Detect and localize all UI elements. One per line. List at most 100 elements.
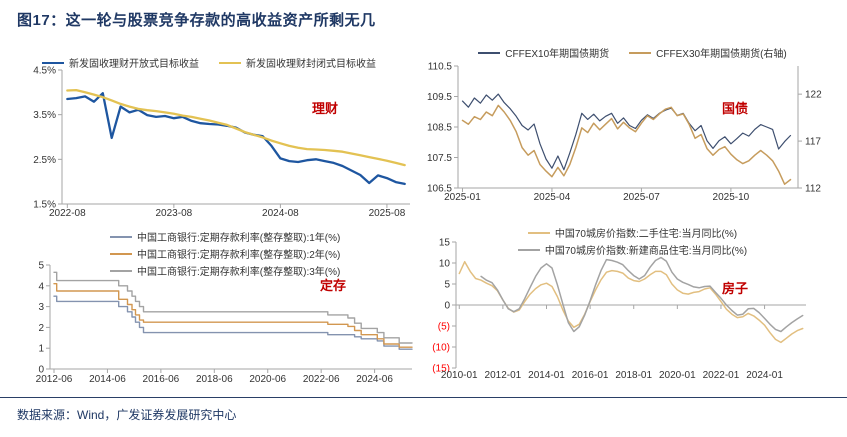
chart-plot: 106.5 107.5 108.5 109.5 110.5 112 117 122 2025-0… — [427, 62, 822, 204]
tick-label: (5) — [438, 322, 450, 333]
tick-label: 5 — [444, 280, 450, 291]
legend-line-swatch — [110, 252, 132, 255]
tick-label: 2025-04 — [534, 192, 571, 203]
tick-label: 15 — [439, 238, 451, 249]
legend-label: CFFEX10年期国债期货 — [505, 49, 610, 60]
figure-title: 图17：这一轮与股票竞争存款的高收益资产所剩无几 — [17, 12, 376, 29]
legend-line-swatch — [517, 248, 540, 251]
tick-label: 2016-06 — [143, 374, 180, 385]
legend-line-swatch — [629, 51, 652, 54]
tick-label: 2018-06 — [196, 374, 233, 385]
tick-label: 2025-01 — [444, 192, 481, 203]
category-tag: 国债 — [722, 101, 749, 116]
series-deposit-2y — [53, 283, 413, 348]
tick-label: 112 — [805, 184, 821, 195]
chart-wealth-management-yield: 新发固收理财开放式目标收益 新发固收理财封闭式目标收益理财 1.5% 2.5% 3.5%… — [0, 42, 418, 222]
legend-label: 新发固收理财开放式目标收益 — [69, 59, 199, 70]
charts-grid: 新发固收理财开放式目标收益 新发固收理财封闭式目标收益理财 1.5% 2.5% 3.5%… — [0, 42, 847, 390]
tick-label: 110.5 — [428, 62, 453, 73]
chart-plot: 0 1 2 3 4 5 2012-06 2014-06 2016-06 2018-06 2020-0… — [36, 261, 413, 385]
series-closed-end-yield — [66, 88, 406, 167]
tick-label: 2022-01 — [703, 370, 740, 381]
tick-label: (15) — [432, 364, 450, 375]
legend-item: 中国70城房价指数:新建商品住宅:当月同比(%) — [517, 242, 748, 257]
data-source: 数据来源：Wind，广发证券发展研究中心 — [0, 397, 847, 423]
tick-label: 106.5 — [427, 184, 452, 195]
series-cffex-30y — [461, 104, 792, 185]
tick-label: 2012-01 — [485, 370, 522, 381]
tick-label: 2020-06 — [249, 374, 286, 385]
chart-legend: CFFEX10年期国债期货 CFFEX30年期国债期货(右轴) — [418, 44, 847, 61]
legend-item: 中国工商银行:定期存款利率(整存整取):1年(%) — [110, 229, 340, 244]
tick-label: 3 — [38, 302, 44, 313]
legend-item: 中国工商银行:定期存款利率(整存整取):2年(%) — [110, 246, 340, 261]
legend-line-swatch — [478, 51, 501, 54]
tick-label: 122 — [805, 90, 822, 101]
series-newhome-yoy — [480, 256, 804, 333]
tick-label: 2022-06 — [303, 374, 340, 385]
legend-line-swatch — [527, 231, 550, 234]
legend-item: 新发固收理财封闭式目标收益 — [219, 55, 376, 70]
legend-label: CFFEX30年期国债期货(右轴) — [656, 49, 787, 60]
legend-label: 中国70城房价指数:新建商品住宅:当月同比(%) — [544, 246, 748, 257]
series-open-end-yield — [66, 92, 406, 186]
legend-label: 中国工商银行:定期存款利率(整存整取):2年(%) — [137, 250, 341, 261]
tick-label: 2 — [38, 323, 44, 334]
legend-line-swatch — [110, 235, 132, 238]
legend-line-swatch — [219, 61, 241, 64]
legend-item: 新发固收理财开放式目标收益 — [42, 55, 199, 70]
legend-item: 中国工商银行:定期存款利率(整存整取):3年(%) — [110, 263, 340, 278]
tick-label: 4 — [38, 281, 44, 292]
tick-label: 0 — [444, 301, 450, 312]
chart-deposit-rates: 中国工商银行:定期存款利率(整存整取):1年(%) 中国工商银行:定期存款利率(整… — [0, 222, 418, 390]
legend-item: 中国70城房价指数:二手住宅:当月同比(%) — [527, 225, 738, 240]
series-deposit-3y — [53, 271, 413, 344]
tick-label: 2014-01 — [528, 370, 565, 381]
tick-label: 2.5% — [33, 155, 56, 166]
legend-item: CFFEX10年期国债期货 — [478, 45, 609, 60]
chart-plot: 15 10 5 0 (5) (10) (15)2010-01 2012-01 2014-01 20… — [432, 238, 806, 381]
legend-label: 中国工商银行:定期存款利率(整存整取):1年(%) — [137, 233, 341, 244]
series-deposit-1y — [53, 295, 413, 350]
tick-label: 117 — [805, 137, 821, 148]
chart-home-price-index: 中国70城房价指数:二手住宅:当月同比(%) 中国70城房价指数:新建商品住宅:当… — [418, 222, 847, 390]
category-tag: 房子 — [722, 281, 749, 296]
legend-label: 中国70城房价指数:二手住宅:当月同比(%) — [554, 229, 738, 240]
tick-label: 107.5 — [427, 153, 452, 164]
tick-label: 2024-08 — [262, 208, 299, 219]
legend-label: 新发固收理财封闭式目标收益 — [246, 59, 376, 70]
legend-item: CFFEX30年期国债期货(右轴) — [629, 45, 787, 60]
legend-line-swatch — [110, 269, 132, 272]
tick-label: 2025-07 — [623, 192, 660, 203]
tick-label: 2025-08 — [369, 208, 406, 219]
tick-label: 0 — [38, 365, 44, 376]
tick-label: 2010-01 — [441, 370, 478, 381]
tick-label: 2024-06 — [356, 374, 393, 385]
tick-label: 109.5 — [427, 92, 452, 103]
category-tag: 定存 — [320, 278, 347, 293]
tick-label: 2016-01 — [572, 370, 609, 381]
tick-label: 4.5% — [33, 66, 56, 77]
chart-legend: 中国工商银行:定期存款利率(整存整取):1年(%) 中国工商银行:定期存款利率(整… — [0, 228, 418, 279]
tick-label: 2025-10 — [713, 192, 750, 203]
series-cffex-10y — [461, 93, 792, 171]
tick-label: 108.5 — [427, 123, 452, 134]
tick-label: 2023-08 — [156, 208, 193, 219]
tick-label: 10 — [439, 259, 451, 270]
tick-label: (10) — [432, 343, 450, 354]
tick-label: 2018-01 — [615, 370, 652, 381]
tick-label: 2012-06 — [36, 374, 73, 385]
tick-label: 5 — [38, 261, 44, 272]
tick-label: 1 — [38, 344, 44, 355]
tick-label: 2022-08 — [49, 208, 86, 219]
legend-label: 中国工商银行:定期存款利率(整存整取):3年(%) — [137, 267, 341, 278]
chart-legend: 新发固收理财开放式目标收益 新发固收理财封闭式目标收益 — [0, 54, 418, 71]
chart-plot: 1.5% 2.5% 3.5% 4.5% 2022-08 2023-08 2024-08 202… — [33, 66, 410, 219]
legend-line-swatch — [42, 61, 64, 64]
chart-treasury-futures: CFFEX10年期国债期货 CFFEX30年期国债期货(右轴) 国债 106.5 107… — [418, 42, 847, 222]
category-tag: 理财 — [312, 101, 339, 116]
chart-legend: 中国70城房价指数:二手住宅:当月同比(%) 中国70城房价指数:新建商品住宅:当… — [418, 224, 847, 258]
tick-label: 1.5% — [33, 200, 56, 211]
tick-label: 3.5% — [33, 110, 56, 121]
